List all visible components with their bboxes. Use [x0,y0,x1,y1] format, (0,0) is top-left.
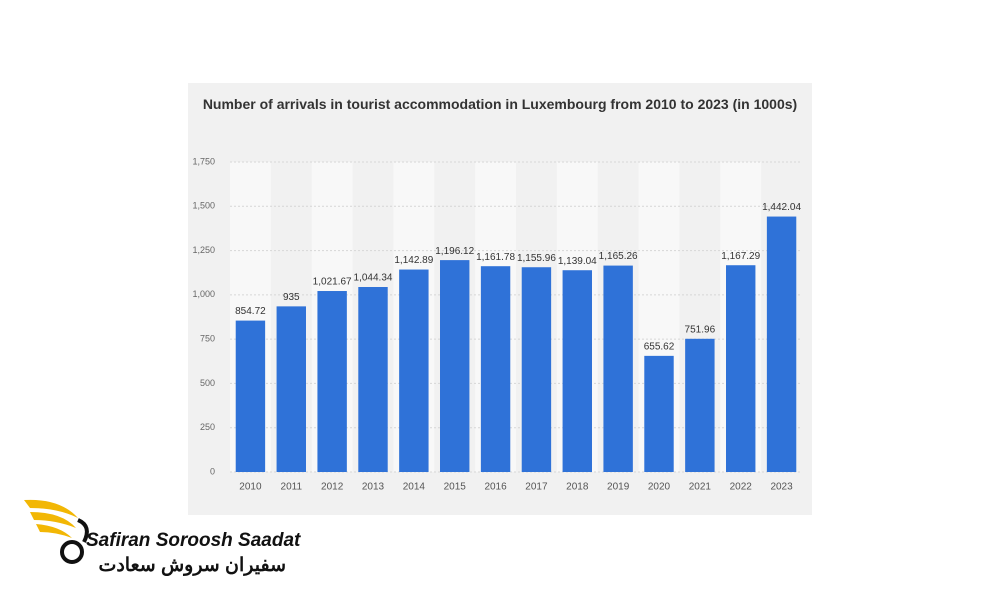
y-tick-label: 0 [210,466,215,476]
x-tick-label: 2023 [770,482,793,493]
bar [562,270,592,472]
x-tick-label: 2019 [607,482,630,493]
x-tick-label: 2013 [362,482,385,493]
bar [235,320,266,472]
value-label: 751.96 [685,324,716,335]
plot: 0 250 500 750 1,000 1,250 1,500 1,750 2010 854.72… [192,156,802,493]
x-tick-label: 2018 [566,482,589,493]
bar [766,216,797,472]
bar [521,267,552,472]
x-tick-label: 2012 [321,482,344,493]
value-label: 1,044.34 [354,273,393,284]
x-tick-label: 2017 [525,482,548,493]
value-label: 1,167.29 [721,251,760,262]
x-tick-label: 2021 [689,482,712,493]
bar [440,260,470,472]
y-tick-label: 1,500 [192,201,215,211]
logo-text-fa: سفیران سروش سعادت [98,555,286,576]
chart-title: Number of arrivals in tourist accommodat… [202,96,798,112]
value-label: 1,142.89 [394,255,433,266]
x-tick-label: 2022 [730,482,753,493]
y-tick-label: 1,750 [192,156,215,166]
value-label: 655.62 [644,342,675,353]
y-tick-label: 250 [200,422,215,432]
bar [358,287,388,472]
value-label: 1,155.96 [517,253,556,264]
value-label: 1,161.78 [476,252,515,263]
x-tick-label: 2020 [648,482,671,493]
bar [317,291,347,472]
bar [399,269,429,472]
bar [603,265,633,472]
value-label: 1,442.04 [762,202,801,213]
y-tick-label: 750 [200,334,215,344]
value-label: 1,165.26 [599,251,638,262]
x-tick-label: 2014 [403,482,426,493]
x-tick-label: 2015 [444,482,467,493]
x-tick-label: 2010 [239,482,262,493]
logo-text: Safiran Soroosh Saadat [86,530,301,551]
value-label: 1,139.04 [558,256,597,267]
x-tick-label: 2016 [484,482,507,493]
y-tick-label: 1,250 [192,245,215,255]
y-tick-label: 1,000 [192,289,215,299]
y-tick-label: 500 [200,378,215,388]
x-tick-label: 2011 [281,482,303,493]
bar [276,306,306,472]
bar [480,266,511,472]
bar [726,265,756,472]
value-label: 1,196.12 [435,246,474,257]
bar [644,355,674,472]
value-label: 1,021.67 [313,277,352,288]
value-label: 854.72 [235,306,266,317]
logo-icon [24,499,89,564]
bar [685,338,715,472]
value-label: 935 [283,292,300,303]
